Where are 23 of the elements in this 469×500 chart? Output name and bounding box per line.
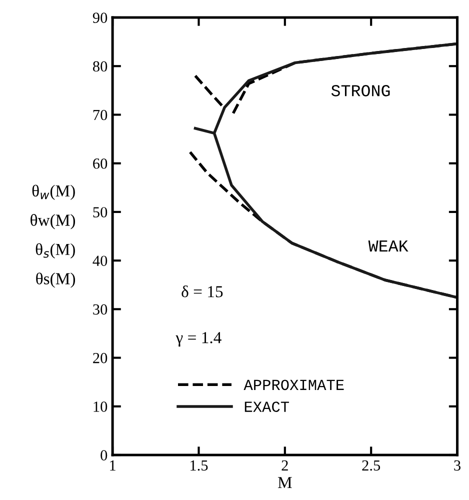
legend-label: APPROXIMATE [244, 380, 344, 390]
x-tick-label: 2 [282, 460, 288, 470]
y-tick-label: 60 [93, 158, 108, 169]
y-tick-label: 20 [93, 352, 108, 364]
y-tick-label: 0 [100, 450, 108, 460]
annotation: δ = 15 [182, 285, 223, 298]
annotation: γ = 1.4 [176, 332, 222, 347]
legend-label: EXACT [244, 402, 289, 412]
y-tick-label: 10 [94, 402, 108, 412]
x-tick-label: 1 [110, 460, 116, 470]
x-axis-title: M [278, 477, 292, 488]
y-tick-label: 40 [92, 256, 108, 266]
y-tick-label: 70 [93, 110, 108, 120]
x-tick-label: 3 [454, 460, 460, 471]
annotation: WEAK [368, 240, 408, 252]
annotation: STRONG [331, 85, 390, 96]
y-tick-label: 90 [92, 12, 108, 23]
y-axis-title: θ$_{w}$(M) θw(M) θ$_{s}$(M) θs(M) [30, 184, 76, 288]
y-tick-label: 80 [93, 61, 108, 72]
x-tick-label: 2.5 [362, 460, 380, 471]
y-tick-label: 50 [93, 207, 108, 218]
y-tick-label: 30 [93, 304, 108, 315]
x-tick-label: 1.5 [190, 460, 208, 471]
